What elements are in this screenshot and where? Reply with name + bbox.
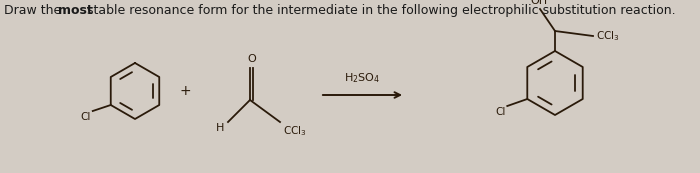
- Text: stable resonance form for the intermediate in the following electrophilic substi: stable resonance form for the intermedia…: [83, 4, 675, 17]
- Text: H: H: [216, 123, 224, 133]
- Text: most: most: [58, 4, 92, 17]
- Text: Cl: Cl: [80, 112, 91, 122]
- Text: CCl$_3$: CCl$_3$: [596, 29, 620, 43]
- Text: Cl: Cl: [495, 107, 505, 117]
- Text: OH: OH: [531, 0, 547, 6]
- Text: Draw the: Draw the: [4, 4, 65, 17]
- Text: H$_2$SO$_4$: H$_2$SO$_4$: [344, 71, 381, 85]
- Text: +: +: [179, 84, 191, 98]
- Text: O: O: [247, 54, 256, 64]
- Text: CCl$_3$: CCl$_3$: [283, 124, 307, 138]
